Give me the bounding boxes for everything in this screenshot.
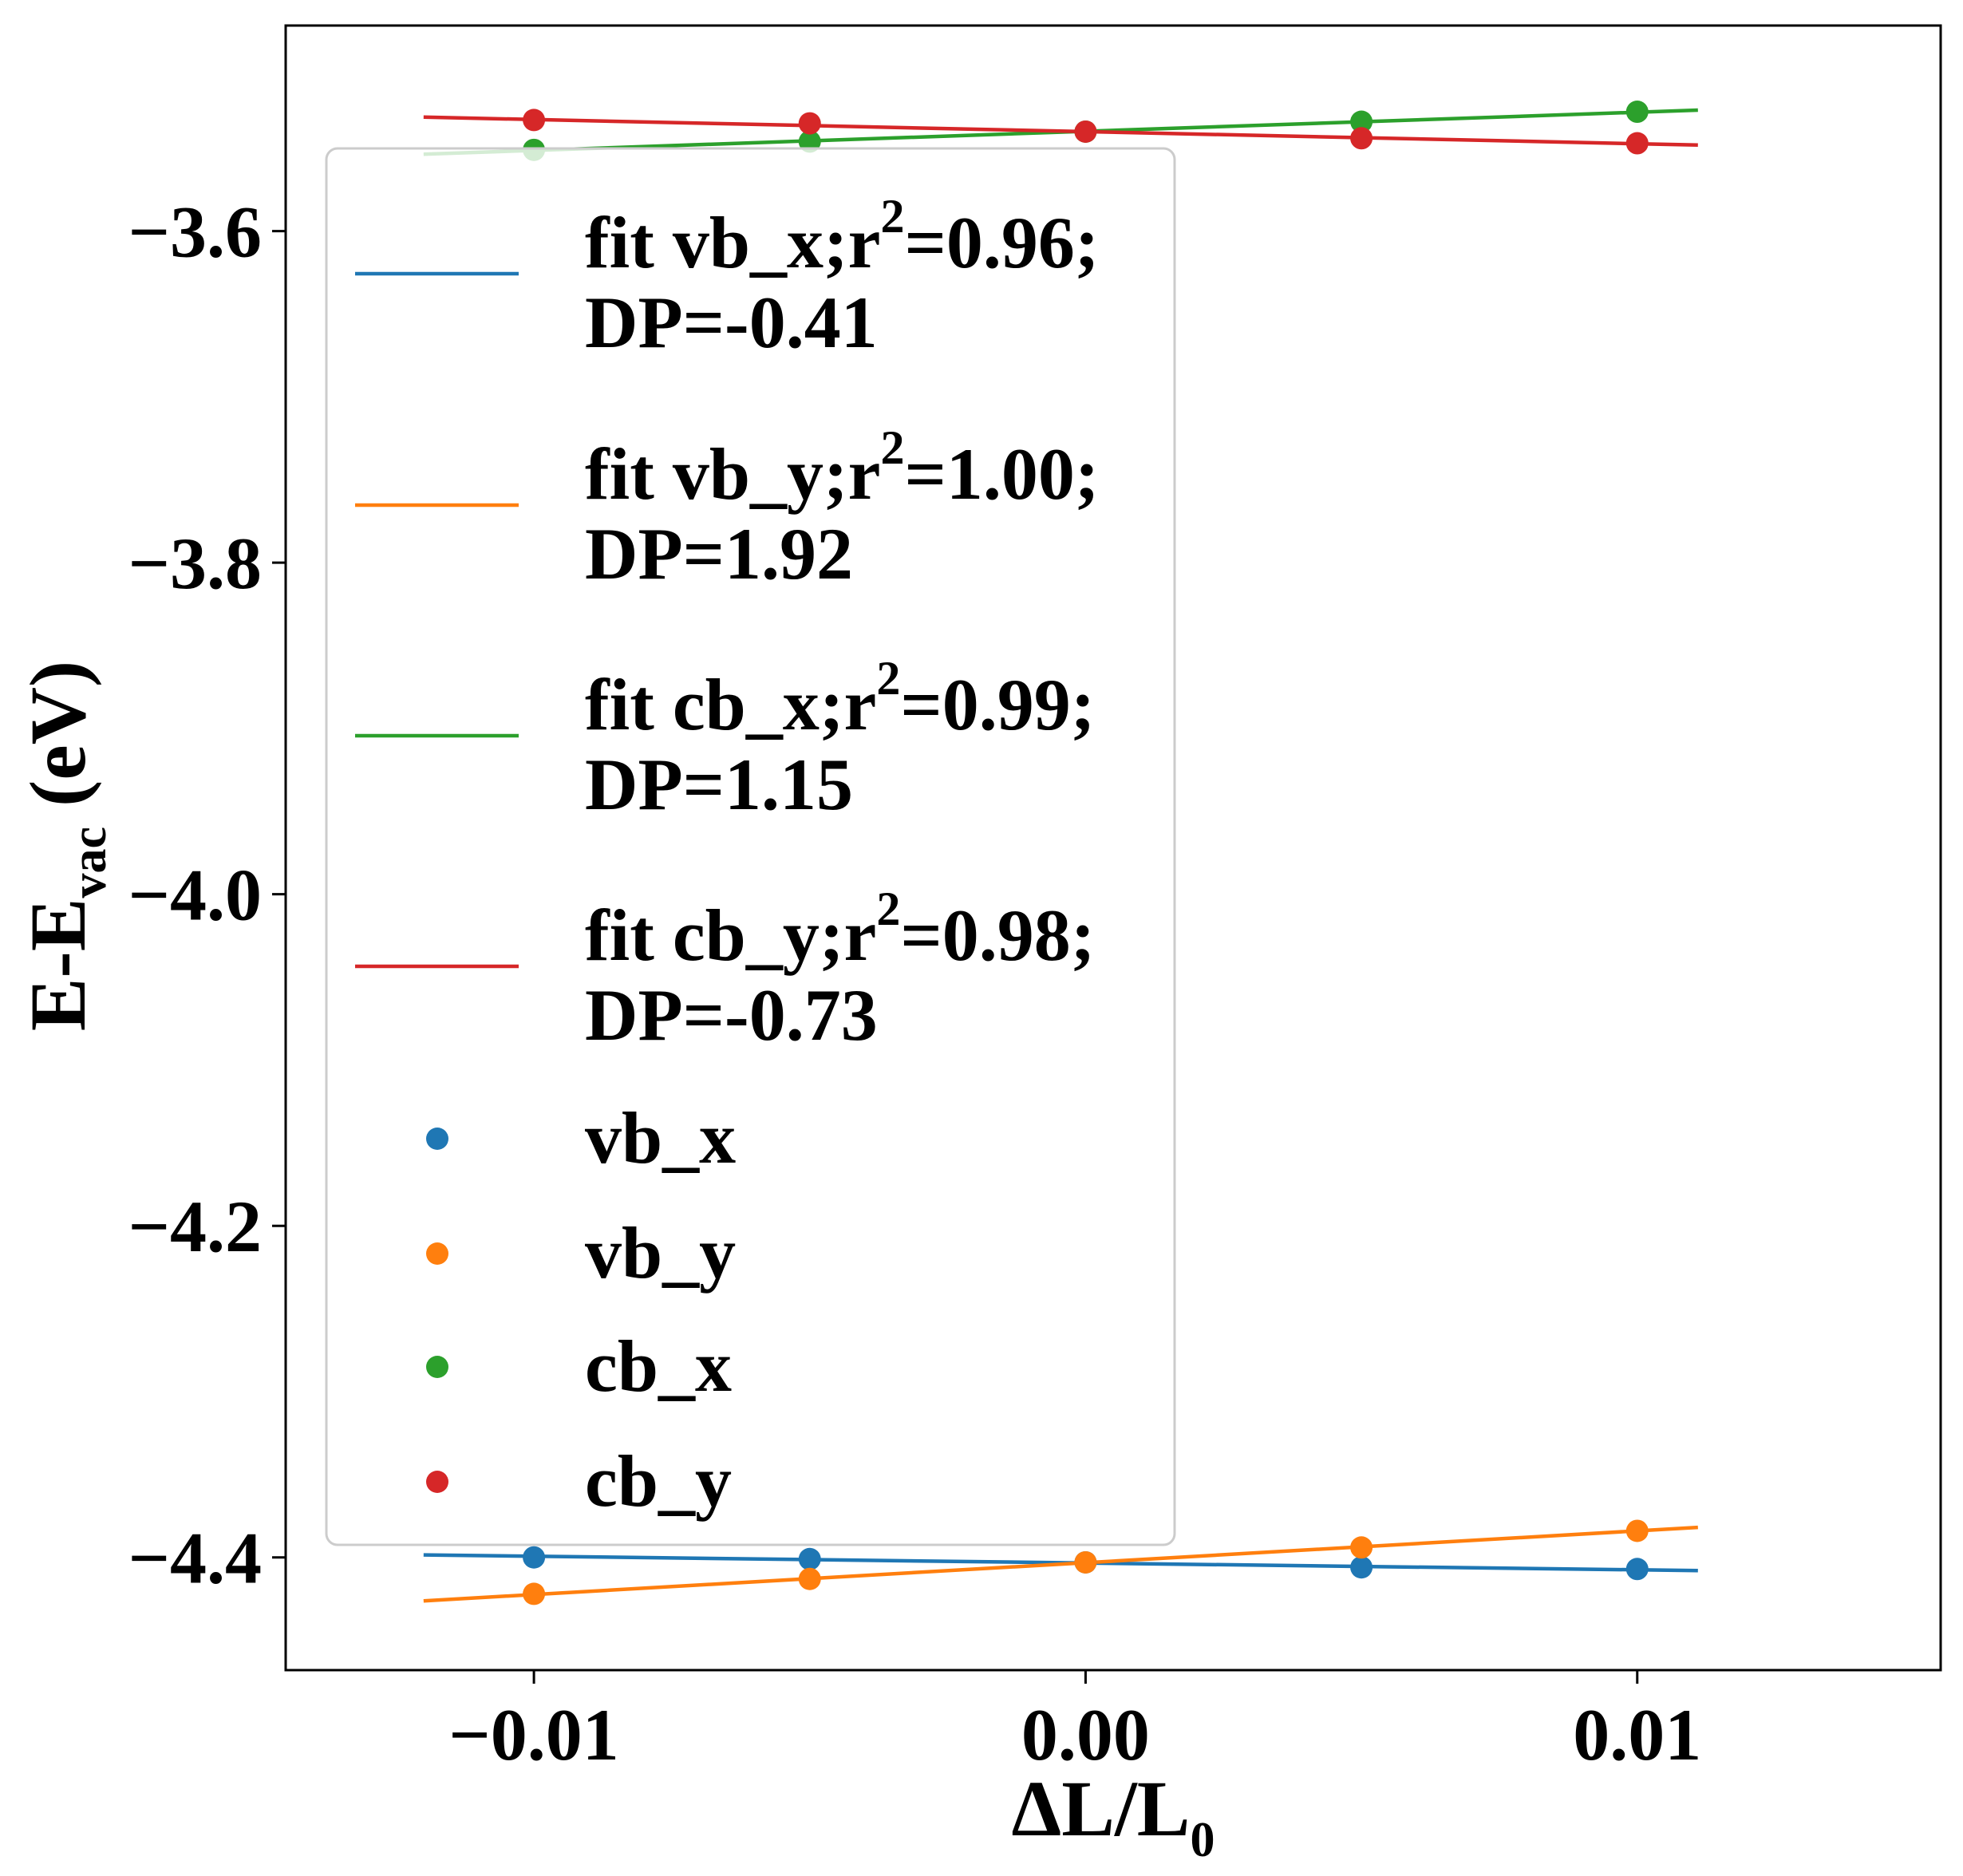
y-tick-label: −3.6	[128, 192, 262, 273]
legend-marker-vb_y	[426, 1242, 448, 1265]
x-tick-label: −0.01	[448, 1694, 618, 1775]
data-points	[523, 101, 1649, 1605]
y-tick-label: −4.2	[128, 1186, 262, 1267]
legend-series-label-cb_x: cb_x	[585, 1325, 732, 1407]
x-axis-label-sub: 0	[1190, 1813, 1215, 1867]
legend-fit-label-vb_y: fit vb_y;r2=1.00;	[585, 421, 1100, 515]
y-axis-label-main: E-E	[14, 899, 102, 1032]
legend-fit-label-text: fit cb_y;r	[585, 895, 876, 976]
plot-frame	[284, 24, 1942, 1672]
fit-lines	[423, 108, 1698, 1603]
x-tick-label: 0.01	[1573, 1694, 1701, 1775]
legend-r2-value: =0.98;	[900, 895, 1095, 976]
point-vb_x	[1350, 1556, 1373, 1579]
y-tick-label: −4.0	[128, 855, 262, 936]
point-vb_x	[1625, 1558, 1649, 1581]
legend-series-label-vb_x: vb_x	[585, 1097, 736, 1179]
legend-series-label-cb_y: cb_y	[585, 1440, 732, 1522]
legend-fit-label-text: fit cb_x;r	[585, 664, 876, 745]
point-vb_x	[798, 1547, 821, 1570]
legend-r2-superscript: 2	[880, 190, 904, 243]
point-vb_y	[523, 1582, 546, 1605]
point-cb_y	[1074, 120, 1097, 143]
point-cb_x	[798, 130, 821, 153]
point-cb_y	[1350, 127, 1373, 150]
fit-line-vb_y	[423, 1525, 1698, 1603]
legend-dp-label-cb_x: DP=1.15	[585, 744, 853, 825]
point-vb_y	[798, 1567, 821, 1590]
legend-marker-cb_y	[426, 1471, 448, 1493]
legend-r2-superscript: 2	[876, 652, 900, 705]
point-cb_y	[1625, 132, 1649, 155]
x-tick-label: 0.00	[1021, 1694, 1150, 1775]
y-axis-ticks: −3.6 −3.8 −4.0 −4.2 −4.4	[128, 192, 286, 1599]
legend-r2-superscript: 2	[880, 421, 904, 474]
x-axis-label-main: ΔL/L	[1012, 1764, 1191, 1853]
legend-r2-value: =1.00;	[904, 433, 1099, 515]
legend-dp-label-cb_y: DP=-0.73	[585, 974, 878, 1056]
x-axis-ticks: −0.01 0.00 0.01	[448, 1670, 1701, 1775]
point-vb_x	[523, 1546, 546, 1569]
y-axis-label: E-Evac (eV)	[14, 661, 117, 1031]
legend-r2-value: =0.96;	[904, 202, 1099, 283]
legend-fit-label-cb_x: fit cb_x;r2=0.99;	[585, 652, 1095, 745]
legend-marker-vb_x	[426, 1128, 448, 1150]
legend-fit-label-text: fit vb_y;r	[585, 433, 880, 515]
point-vb_y	[1350, 1536, 1373, 1559]
point-cb_x	[1350, 110, 1373, 133]
y-tick-label: −3.8	[128, 523, 262, 604]
legend-fit-label-cb_y: fit cb_y;r2=0.98;	[585, 883, 1095, 976]
point-cb_y	[798, 112, 821, 135]
legend-r2-superscript: 2	[876, 883, 900, 935]
legend-r2-value: =0.99;	[900, 664, 1095, 745]
fit-line-cb_y	[423, 115, 1698, 148]
legend-dp-label-vb_x: DP=-0.41	[585, 282, 878, 363]
legend-frame	[325, 147, 1176, 1546]
point-vb_y	[1074, 1550, 1097, 1574]
legend-fit-label-vb_x: fit vb_x;r2=0.96;	[585, 190, 1100, 283]
legend-marker-cb_x	[426, 1356, 448, 1378]
y-axis-label-sub: vac	[62, 827, 117, 899]
x-axis-label: ΔL/L0	[1012, 1764, 1215, 1867]
y-axis-label-suffix: (eV)	[14, 661, 102, 827]
legend-series-label-vb_y: vb_y	[585, 1212, 736, 1293]
point-cb_y	[523, 109, 546, 132]
point-vb_y	[1625, 1519, 1649, 1542]
legend-dp-label-vb_y: DP=1.92	[585, 513, 853, 594]
y-tick-label: −4.4	[128, 1518, 262, 1599]
point-cb_x	[1625, 101, 1649, 124]
legend-fit-label-text: fit vb_x;r	[585, 202, 880, 283]
